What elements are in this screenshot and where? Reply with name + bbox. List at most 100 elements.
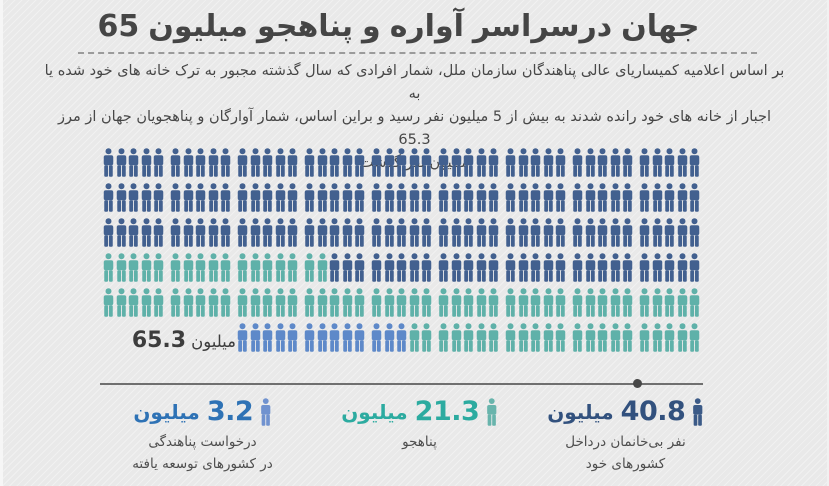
pictogram-group: [438, 148, 499, 177]
person-icon: [220, 253, 231, 282]
person-icon: [543, 183, 553, 212]
pictogram-group: [505, 253, 566, 282]
person-icon: [208, 218, 218, 247]
pictogram-group: [371, 183, 432, 212]
person-icon: [304, 218, 315, 247]
person-icon: [170, 288, 181, 317]
person-icon: [597, 148, 608, 177]
person-icon: [116, 218, 126, 247]
pictogram-group: [170, 183, 231, 212]
person-icon: [342, 323, 352, 352]
person-icon: [153, 218, 164, 247]
person-icon: [342, 183, 352, 212]
person-icon: [220, 218, 231, 247]
person-icon: [585, 323, 595, 352]
person-icon: [170, 253, 181, 282]
person-icon: [304, 148, 315, 177]
person-icon: [103, 183, 114, 212]
person-icon: [409, 183, 419, 212]
person-icon: [262, 218, 273, 247]
person-icon: [371, 253, 382, 282]
person-icon: [250, 288, 260, 317]
person-icon: [183, 288, 193, 317]
person-icon: [342, 253, 352, 282]
pictogram-row: [237, 323, 706, 352]
person-icon: [354, 218, 365, 247]
person-icon: [153, 253, 164, 282]
person-icon: [543, 218, 553, 247]
person-icon: [622, 183, 633, 212]
person-icon: [585, 288, 595, 317]
person-icon: [183, 148, 193, 177]
person-icon: [543, 288, 553, 317]
pictogram-row: [103, 148, 706, 177]
person-icon: [518, 183, 528, 212]
person-icon: [543, 148, 553, 177]
person-icon: [262, 288, 273, 317]
person-icon: [543, 253, 553, 282]
person-icon: [652, 288, 662, 317]
person-icon: [275, 323, 285, 352]
person-icon: [141, 218, 151, 247]
person-icon: [689, 288, 700, 317]
pictogram-group: [237, 323, 298, 352]
person-icon: [103, 288, 114, 317]
title-word: درسراسر: [472, 9, 613, 44]
pictogram-group: [639, 148, 700, 177]
person-icon: [287, 183, 298, 212]
person-icon: [342, 148, 352, 177]
person-icon: [262, 323, 273, 352]
pictogram-group: [438, 218, 499, 247]
person-icon: [530, 323, 541, 352]
person-icon: [652, 148, 662, 177]
person-icon: [354, 183, 365, 212]
person-icon: [384, 183, 394, 212]
person-icon: [476, 148, 486, 177]
person-icon: [597, 323, 608, 352]
total-value: 65.3: [131, 328, 187, 353]
person-icon: [689, 218, 700, 247]
person-icon: [208, 288, 218, 317]
stats-divider-dot: [633, 379, 642, 388]
person-icon: [329, 218, 340, 247]
person-icon: [610, 288, 620, 317]
person-icon: [371, 183, 382, 212]
pictogram-group: [237, 288, 298, 317]
person-icon: [463, 323, 474, 352]
page-title: 65 میلیون پناهجو و آواره درسراسر جهان: [98, 5, 700, 49]
person-icon: [505, 253, 516, 282]
intro-line: اجبار از خانه های خود رانده شدند به بیش …: [57, 109, 772, 148]
person-icon: [555, 183, 566, 212]
person-icon: [237, 253, 248, 282]
person-icon: [317, 253, 327, 282]
pictogram-group: [237, 253, 298, 282]
person-icon: [585, 253, 595, 282]
person-icon: [677, 323, 687, 352]
person-icon: [488, 183, 499, 212]
person-icon: [518, 288, 528, 317]
stats-divider-line: [100, 383, 703, 385]
pictogram-group: [170, 288, 231, 317]
pictogram-row: [103, 288, 706, 317]
person-icon: [530, 183, 541, 212]
person-icon: [585, 218, 595, 247]
person-icon: [463, 288, 474, 317]
person-icon: [237, 218, 248, 247]
person-icon: [409, 218, 419, 247]
stat-label-line: نفر بی‌خانمان درداخل: [565, 434, 686, 450]
person-icon: [128, 253, 139, 282]
person-icon: [505, 288, 516, 317]
pictogram-group: [304, 218, 365, 247]
person-icon: [639, 183, 650, 212]
total-unit: میلیون: [191, 332, 236, 351]
person-icon: [287, 253, 298, 282]
pictogram-row: [103, 183, 706, 212]
person-icon: [421, 218, 432, 247]
person-icon: [693, 397, 703, 426]
person-icon: [555, 253, 566, 282]
pictogram-group: [304, 183, 365, 212]
pictogram-group: [572, 183, 633, 212]
person-icon: [103, 218, 114, 247]
person-icon: [275, 148, 285, 177]
pictogram-group: [438, 253, 499, 282]
